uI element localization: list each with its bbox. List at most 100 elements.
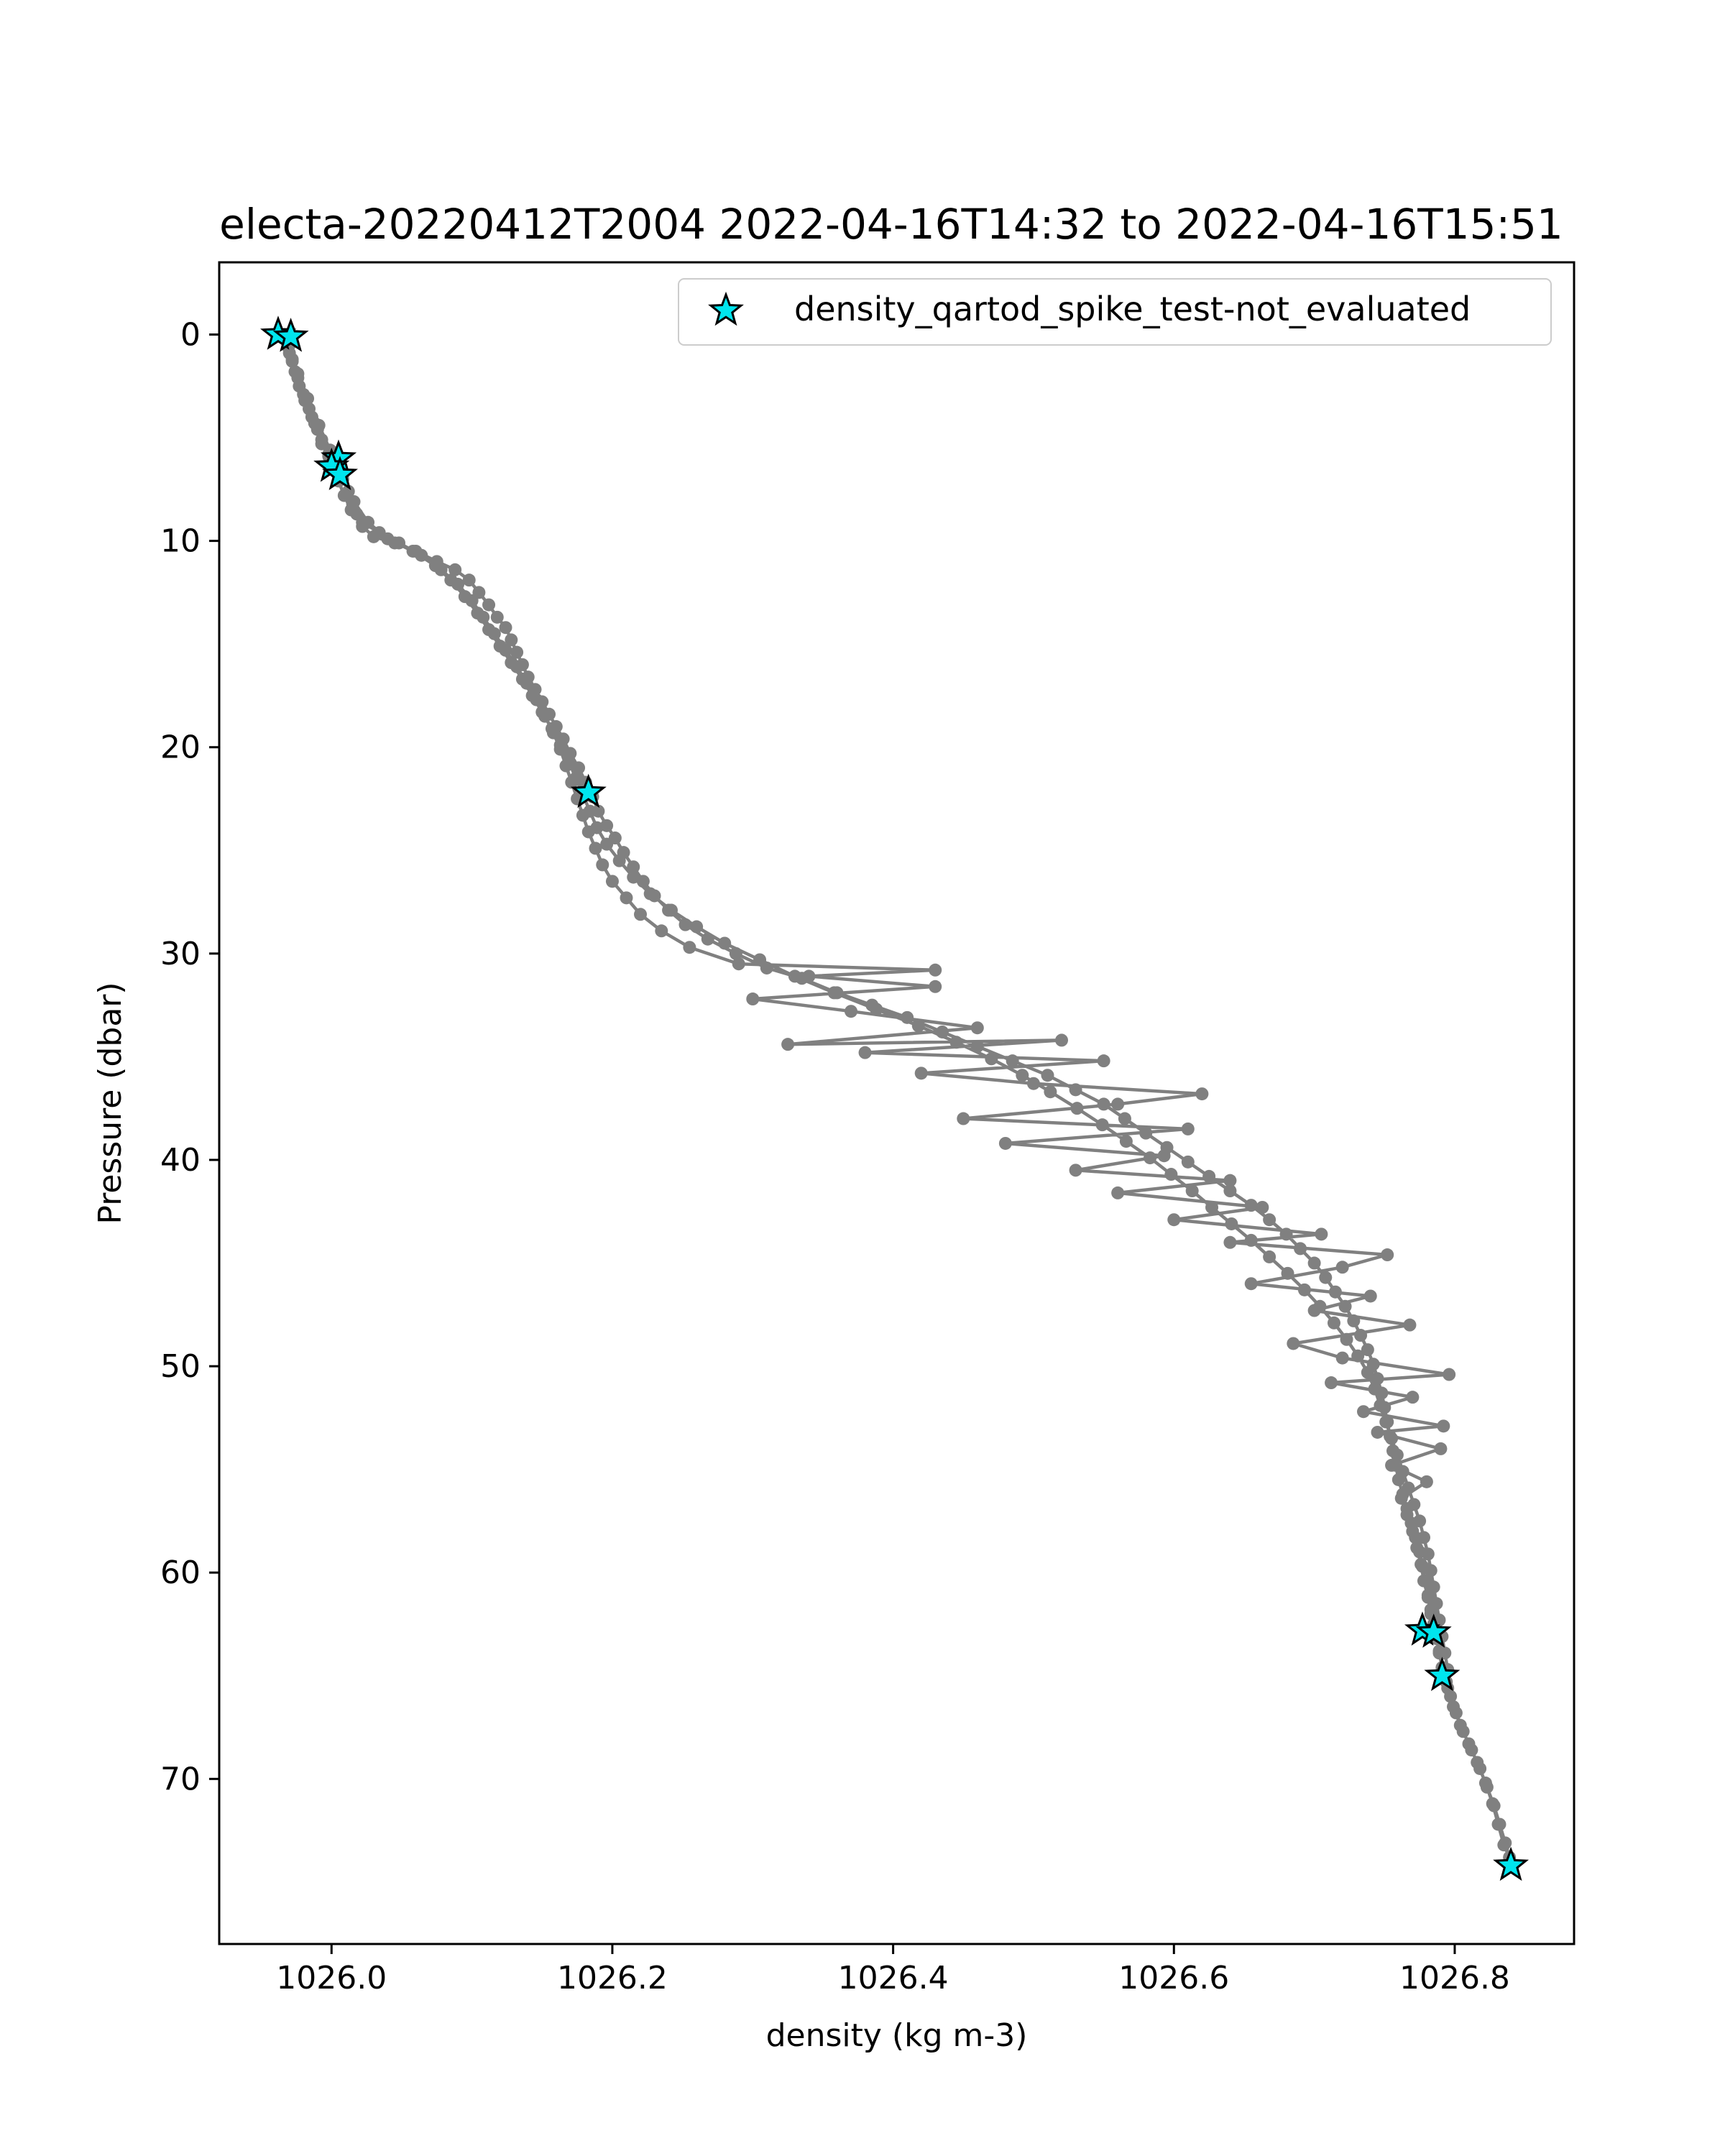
data-point: [1486, 1797, 1499, 1810]
data-point: [1097, 1054, 1110, 1068]
y-axis-label: Pressure (dbar): [92, 982, 129, 1224]
data-point: [505, 656, 518, 670]
data-point: [428, 559, 442, 573]
data-point: [1281, 1266, 1294, 1280]
data-point: [1402, 1481, 1415, 1495]
data-point: [1379, 1415, 1393, 1429]
chart-title: electa-20220412T2004 2022-04-16T14:32 to…: [219, 200, 1563, 249]
flag-star-point: [1493, 1846, 1530, 1881]
plot-layer: [260, 315, 1530, 1881]
data-point: [1055, 1033, 1069, 1047]
data-point: [957, 1112, 970, 1125]
data-point: [914, 1067, 928, 1080]
data-point: [1406, 1524, 1420, 1538]
data-point: [1414, 1557, 1428, 1571]
y-tick-label: 40: [160, 1142, 201, 1179]
flag-star-point: [1415, 1613, 1452, 1648]
data-point: [1327, 1316, 1340, 1330]
data-point: [482, 598, 496, 612]
data-point: [525, 688, 539, 702]
y-tick-label: 10: [160, 523, 201, 560]
legend-box: [678, 278, 1552, 346]
data-point: [1328, 1285, 1342, 1299]
data-point: [690, 920, 704, 934]
data-point: [729, 946, 742, 960]
data-point: [596, 858, 610, 872]
data-point: [1279, 1227, 1293, 1241]
data-point: [1223, 1184, 1237, 1198]
data-point: [732, 957, 745, 971]
data-point: [572, 761, 586, 775]
data-point: [1144, 1151, 1157, 1165]
data-point: [870, 1003, 883, 1016]
data-point: [1044, 1085, 1057, 1099]
x-tick-label: 1026.4: [838, 1960, 949, 1996]
data-point: [1119, 1135, 1133, 1148]
data-point: [444, 573, 458, 587]
data-point: [998, 1136, 1012, 1150]
data-point: [1421, 1547, 1435, 1561]
data-point: [482, 623, 496, 637]
data-point: [535, 705, 549, 719]
data-point: [655, 924, 668, 938]
data-point: [827, 986, 841, 1000]
legend-label: density_qartod_spike_test-not_evaluated: [794, 290, 1471, 328]
y-tick-label: 30: [160, 936, 201, 972]
data-point: [1424, 1564, 1438, 1577]
data-point: [970, 1021, 984, 1035]
data-point: [781, 1038, 795, 1051]
data-point: [490, 610, 504, 624]
data-point: [1354, 1329, 1368, 1342]
data-point: [493, 640, 507, 653]
data-point: [515, 672, 529, 686]
data-point: [746, 992, 760, 1006]
data-point: [1263, 1250, 1276, 1263]
data-point: [1016, 1069, 1029, 1082]
data-point: [664, 903, 678, 917]
data-point: [1319, 1271, 1333, 1284]
data-point: [362, 515, 375, 529]
data-point: [406, 544, 420, 558]
data-point: [312, 418, 326, 432]
data-point: [1437, 1419, 1450, 1433]
y-tick-label: 50: [160, 1348, 201, 1385]
data-point: [553, 738, 567, 752]
data-point: [634, 908, 648, 921]
data-point: [1335, 1351, 1349, 1365]
x-tick-label: 1026.8: [1399, 1960, 1510, 1996]
x-tick-label: 1026.6: [1118, 1960, 1229, 1996]
x-axis: 1026.0 1026.2 1026.4 1026.6 1026.8: [276, 1944, 1510, 1996]
data-point: [1139, 1126, 1153, 1140]
flag-star-point: [272, 318, 309, 352]
data-point: [569, 771, 583, 785]
data-point: [1340, 1332, 1353, 1346]
data-point: [1443, 1368, 1456, 1381]
data-point: [1070, 1102, 1084, 1115]
x-axis-label: density (kg m-3): [766, 2017, 1028, 2054]
data-point: [1181, 1155, 1195, 1169]
data-point: [291, 367, 305, 381]
data-point: [1447, 1700, 1460, 1713]
data-point: [970, 1040, 984, 1054]
data-point: [1438, 1646, 1452, 1660]
data-point: [929, 980, 942, 993]
data-point: [683, 941, 696, 954]
data-point: [1026, 1077, 1040, 1090]
data-point: [1223, 1174, 1237, 1187]
x-tick-label: 1026.0: [276, 1960, 387, 1996]
data-point: [1434, 1442, 1448, 1455]
data-point: [643, 887, 657, 900]
data-point: [1111, 1097, 1125, 1111]
data-point: [845, 1005, 858, 1018]
data-point: [627, 870, 640, 884]
data-point: [337, 489, 351, 502]
data-point: [1453, 1718, 1467, 1732]
flag-star-point: [322, 456, 358, 490]
data-point: [1256, 1200, 1269, 1214]
data-point: [1371, 1425, 1384, 1439]
data-point: [1164, 1168, 1178, 1181]
data-point: [505, 633, 518, 647]
data-point: [1297, 1283, 1311, 1296]
data-point: [636, 875, 650, 888]
data-point: [462, 573, 476, 587]
